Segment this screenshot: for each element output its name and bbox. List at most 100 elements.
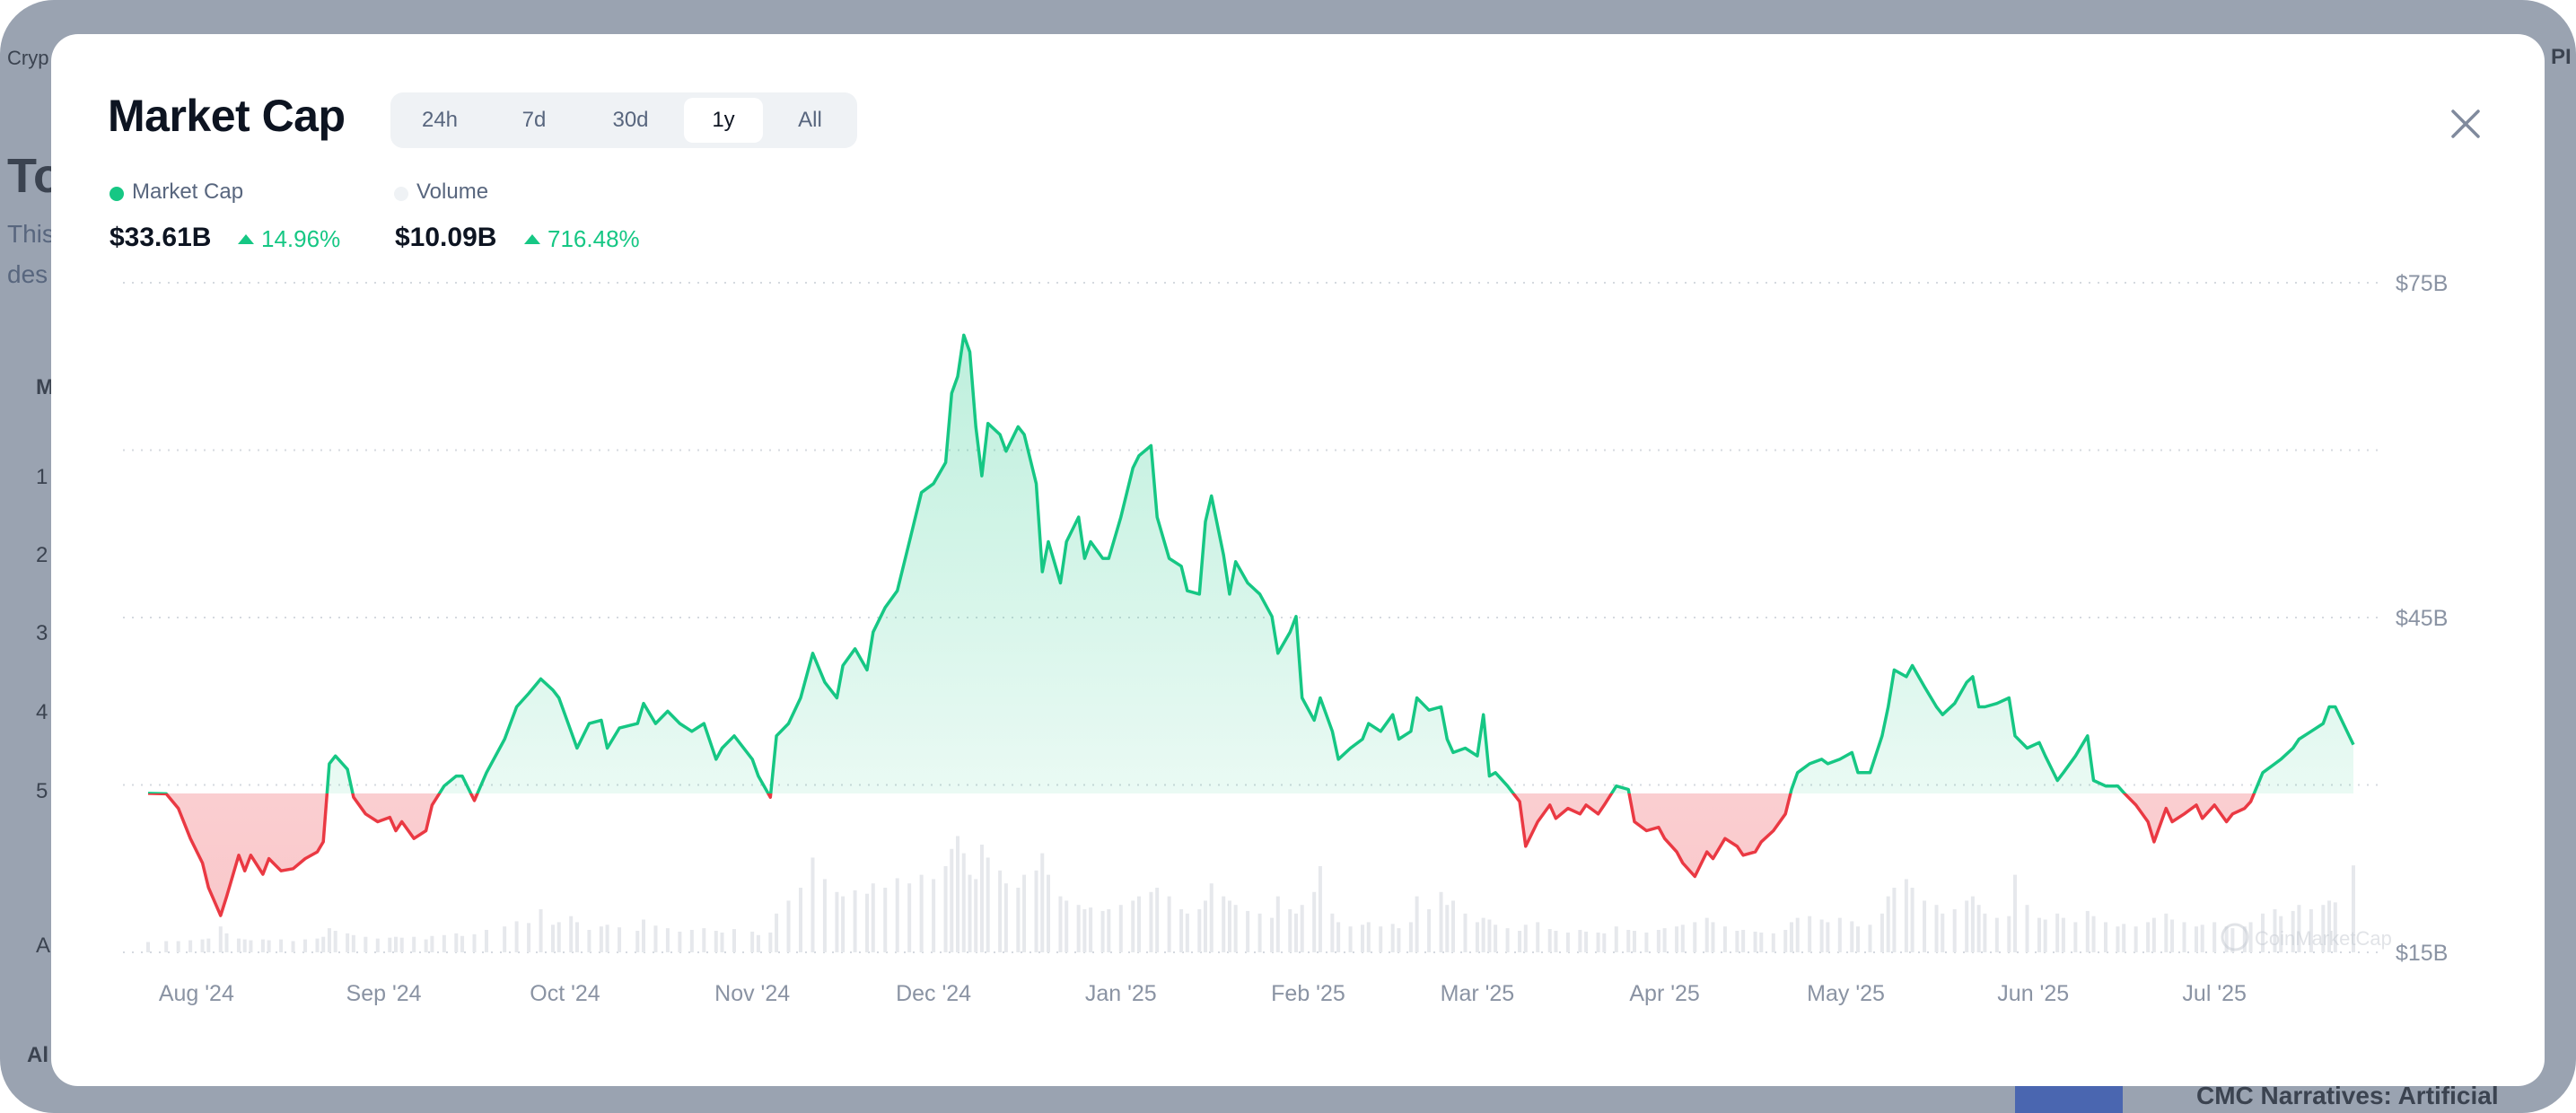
data-point [248, 853, 253, 858]
volume-bar [484, 930, 488, 952]
volume-bar [321, 936, 326, 952]
data-point [1348, 745, 1354, 750]
data-point [1795, 770, 1801, 776]
data-point [200, 861, 206, 866]
tab-1y[interactable]: 1y [684, 98, 763, 143]
volume-bar [786, 900, 791, 952]
volume-bar [1040, 853, 1045, 952]
data-point [756, 774, 761, 779]
bg-text: des [7, 260, 48, 288]
data-point [1439, 704, 1444, 709]
tab-7d[interactable]: 7d [521, 108, 547, 132]
volume-bar [188, 940, 193, 952]
tab-24h[interactable]: 24h [421, 108, 459, 132]
data-point [1632, 819, 1637, 825]
volume-bar [2248, 922, 2253, 952]
data-point [1275, 651, 1281, 656]
volume-bar [1704, 917, 1709, 952]
volume-bar [1209, 883, 1214, 952]
volume-bar [279, 939, 284, 952]
x-tick-label: Dec '24 [896, 981, 971, 1006]
data-point [1408, 729, 1414, 734]
data-point [556, 696, 562, 701]
volume-bar [375, 938, 380, 952]
data-point [919, 490, 924, 495]
volume-bar [1118, 905, 1123, 952]
data-point [411, 836, 416, 841]
volume-bar [1361, 925, 1365, 952]
x-tick-label: Jun '25 [1997, 981, 2069, 1006]
watermark-text: CoinMarketCap [2255, 927, 2392, 950]
data-point [1148, 443, 1153, 449]
volume-bar [1536, 922, 1540, 952]
market-cap-value: $33.61B [110, 223, 212, 252]
x-tick-label: Oct '24 [530, 981, 600, 1006]
volume-bar [242, 939, 247, 952]
volume-bar [1089, 907, 1093, 952]
volume-bar [430, 935, 434, 952]
close-icon[interactable] [2448, 106, 2484, 142]
volume-bar [399, 937, 404, 952]
data-point [236, 853, 241, 858]
data-point [2272, 761, 2277, 767]
data-point [2326, 704, 2332, 709]
volume-bar [364, 936, 368, 952]
volume-bar [1415, 896, 1419, 952]
volume-bar [1584, 931, 1589, 952]
data-point [979, 473, 985, 478]
volume-bar [1976, 905, 1981, 952]
volume-bar [2170, 919, 2175, 952]
data-point [1758, 839, 1764, 845]
bg-text: 4 [36, 700, 48, 724]
volume-bar [1886, 896, 1890, 952]
volume-bar [2261, 913, 2265, 952]
volume-bar [556, 922, 561, 952]
data-point [2121, 790, 2126, 795]
data-point [1970, 674, 1976, 679]
data-point [1849, 749, 1854, 755]
bg-text: 5 [36, 779, 48, 803]
data-point [2072, 753, 2078, 758]
volume-bar [303, 939, 308, 952]
volume-bar [2073, 922, 2078, 952]
volume-bar [2091, 916, 2096, 952]
volume-bar [1318, 866, 1322, 952]
data-point [1221, 552, 1226, 557]
volume-bar [2352, 865, 2355, 952]
data-point [2224, 819, 2230, 825]
data-point [1088, 539, 1093, 544]
data-point [1481, 712, 1486, 717]
volume-bar [1034, 870, 1038, 952]
market-cap-chart[interactable]: $75B $45B $15B Aug '24 Sep '24 Oct '24 Nov '2… [51, 34, 2545, 1086]
tab-30d[interactable]: 30d [612, 108, 649, 132]
data-point [864, 667, 870, 672]
volume-bar [750, 931, 755, 952]
volume-bar [460, 935, 465, 952]
volume-bar [1856, 926, 1861, 952]
y-axis-labels: $75B $45B $15B [2396, 271, 2448, 966]
data-point [1227, 592, 1232, 597]
x-tick-label: Sep '24 [346, 981, 422, 1006]
data-point [1753, 849, 1758, 854]
data-point [163, 791, 169, 796]
data-point [1311, 717, 1317, 723]
data-point [1475, 753, 1480, 758]
data-point [1976, 704, 1982, 709]
volume-bar [810, 857, 815, 952]
data-point [943, 460, 949, 465]
volume-bar [950, 848, 954, 952]
data-point [1952, 701, 1958, 706]
volume-bar [618, 927, 622, 952]
data-point [1704, 849, 1710, 854]
volume-bar [569, 916, 574, 952]
data-point [895, 588, 900, 593]
volume-bar [1065, 900, 1069, 952]
data-point [973, 424, 978, 429]
tab-all[interactable]: All [798, 108, 822, 132]
volume-bar [865, 893, 870, 952]
volume-bar [732, 929, 736, 952]
volume-bar [1445, 905, 1450, 952]
bg-text: Al [27, 1043, 48, 1067]
data-point [1293, 614, 1299, 619]
data-point [1118, 514, 1124, 520]
